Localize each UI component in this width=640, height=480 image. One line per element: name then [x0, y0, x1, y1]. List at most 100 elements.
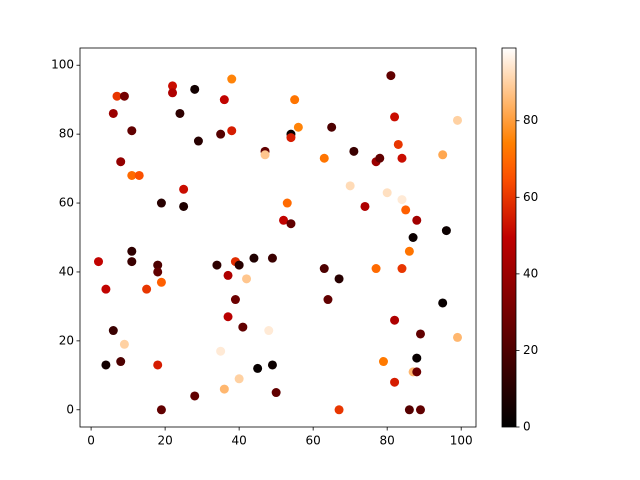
- x-tick-label: 60: [306, 434, 321, 448]
- scatter-point: [216, 346, 226, 356]
- scatter-point: [119, 91, 129, 101]
- y-tick-label: 80: [59, 127, 74, 141]
- scatter-point: [223, 312, 233, 322]
- scatter-point: [179, 184, 189, 194]
- scatter-point: [153, 267, 163, 277]
- colorbar: [501, 47, 517, 428]
- scatter-point: [397, 153, 407, 163]
- scatter-point: [360, 201, 370, 211]
- scatter-point: [290, 95, 300, 105]
- scatter-point: [223, 270, 233, 280]
- y-tick-label: 60: [59, 196, 74, 210]
- scatter-point: [412, 367, 422, 377]
- colorbar-tick-label: 60: [523, 190, 538, 204]
- scatter-point: [267, 360, 277, 370]
- scatter-point: [127, 126, 137, 136]
- scatter-point: [404, 246, 414, 256]
- scatter-point: [323, 295, 333, 305]
- scatter-point: [249, 253, 259, 263]
- scatter-point: [179, 201, 189, 211]
- x-tick-label: 0: [87, 434, 95, 448]
- scatter-point: [286, 219, 296, 229]
- scatter-point: [190, 84, 200, 94]
- scatter-point: [412, 353, 422, 363]
- scatter-point: [219, 95, 229, 105]
- y-tick-label: 100: [51, 58, 74, 72]
- x-tick-label: 80: [380, 434, 395, 448]
- x-tick-label: 40: [231, 434, 246, 448]
- scatter-point: [156, 198, 166, 208]
- scatter-point: [253, 363, 263, 373]
- scatter-point: [234, 374, 244, 384]
- scatter-point: [397, 264, 407, 274]
- scatter-point: [415, 405, 425, 415]
- y-tick-label: 40: [59, 264, 74, 278]
- scatter-point: [101, 360, 111, 370]
- scatter-point: [334, 274, 344, 284]
- scatter-point: [279, 215, 289, 225]
- scatter-point: [153, 360, 163, 370]
- scatter-point: [412, 215, 422, 225]
- scatter-point: [108, 326, 118, 336]
- scatter-point: [441, 226, 451, 236]
- scatter-point: [334, 405, 344, 415]
- scatter-point: [267, 253, 277, 263]
- scatter-point: [408, 233, 418, 242]
- scatter-point: [378, 357, 388, 367]
- scatter-point: [404, 405, 414, 415]
- scatter-point: [390, 377, 400, 387]
- scatter-point: [108, 108, 118, 118]
- scatter-point: [175, 108, 185, 118]
- colorbar-tick-label: 40: [523, 266, 538, 280]
- scatter-point: [397, 195, 407, 205]
- scatter-point: [153, 260, 163, 270]
- scatter-point: [390, 315, 400, 325]
- scatter-point: [112, 91, 122, 101]
- scatter-point: [390, 112, 400, 122]
- scatter-point: [216, 129, 226, 139]
- scatter-point: [382, 188, 392, 198]
- scatter-point: [260, 150, 270, 160]
- y-tick-label: 0: [66, 402, 74, 416]
- y-tick-label: 20: [59, 333, 74, 347]
- scatter-point: [156, 277, 166, 287]
- scatter-point: [127, 257, 137, 267]
- scatter-point: [415, 329, 425, 339]
- scatter-point: [168, 88, 178, 98]
- scatter-point: [286, 133, 296, 143]
- plot-frame: [79, 47, 477, 428]
- scatter-point: [386, 71, 396, 81]
- scatter-point: [375, 153, 385, 163]
- colorbar-tick-label: 0: [523, 420, 531, 434]
- colorbar-tick-label: 20: [523, 343, 538, 357]
- scatter-point: [156, 405, 166, 415]
- scatter-point: [227, 126, 237, 136]
- scatter-point: [238, 322, 248, 332]
- scatter-point: [393, 139, 403, 149]
- scatter-point: [94, 257, 104, 267]
- scatter-point: [134, 170, 144, 180]
- scatter-point: [116, 357, 126, 367]
- x-tick-label: 100: [450, 434, 473, 448]
- scatter-point: [119, 339, 129, 349]
- scatter-point: [327, 122, 337, 132]
- scatter-point: [401, 205, 411, 215]
- scatter-point: [234, 260, 244, 270]
- scatter-point: [116, 157, 126, 167]
- colorbar-tick-label: 80: [523, 113, 538, 127]
- scatter-point: [271, 388, 281, 398]
- scatter-point: [242, 274, 252, 284]
- scatter-point: [293, 122, 303, 132]
- scatter-point: [371, 264, 381, 274]
- scatter-point: [438, 298, 448, 308]
- scatter-point: [319, 153, 329, 163]
- scatter-point: [212, 260, 222, 270]
- x-tick-label: 20: [157, 434, 172, 448]
- scatter-point: [190, 391, 200, 401]
- scatter-point: [127, 170, 137, 180]
- scatter-point: [127, 246, 137, 256]
- scatter-point: [282, 198, 292, 208]
- scatter-point: [193, 136, 203, 146]
